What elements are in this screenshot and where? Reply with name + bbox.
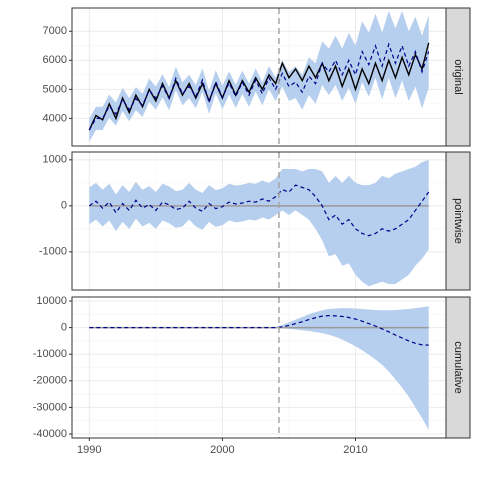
series-line [88,184,430,237]
y-tick-label: 5000 [43,83,67,95]
facet-label: cumulative [452,341,464,394]
interval-band [89,159,429,287]
panel [72,152,446,290]
y-tick-label: 7000 [43,25,67,37]
y-tick-label: -40000 [33,428,67,440]
x-tick-label: 2010 [343,444,367,456]
y-tick-label: -10000 [33,348,67,360]
facet-label: pointwise [452,198,464,244]
y-tick-label: 6000 [43,54,67,66]
y-tick-label: 0 [61,200,67,212]
x-tick-label: 1990 [77,444,101,456]
panel [72,8,446,146]
interval-band [89,10,429,142]
y-tick-label: 10000 [36,295,67,307]
y-tick-label: 0 [61,322,67,334]
facet-strip [445,151,471,291]
series-line [88,42,430,131]
series-line [89,315,429,346]
y-tick-label: 4000 [43,112,67,124]
x-tick-label: 2000 [210,444,234,456]
y-tick-label: 1000 [43,154,67,166]
interval-band [89,306,429,431]
panel [72,297,446,438]
y-tick-label: -30000 [33,401,67,413]
facet-strip [445,7,471,147]
facet-label: original [452,59,464,94]
facet-strip [445,296,471,439]
y-tick-label: -1000 [39,246,67,258]
series-line [88,42,430,131]
y-tick-label: -20000 [33,375,67,387]
